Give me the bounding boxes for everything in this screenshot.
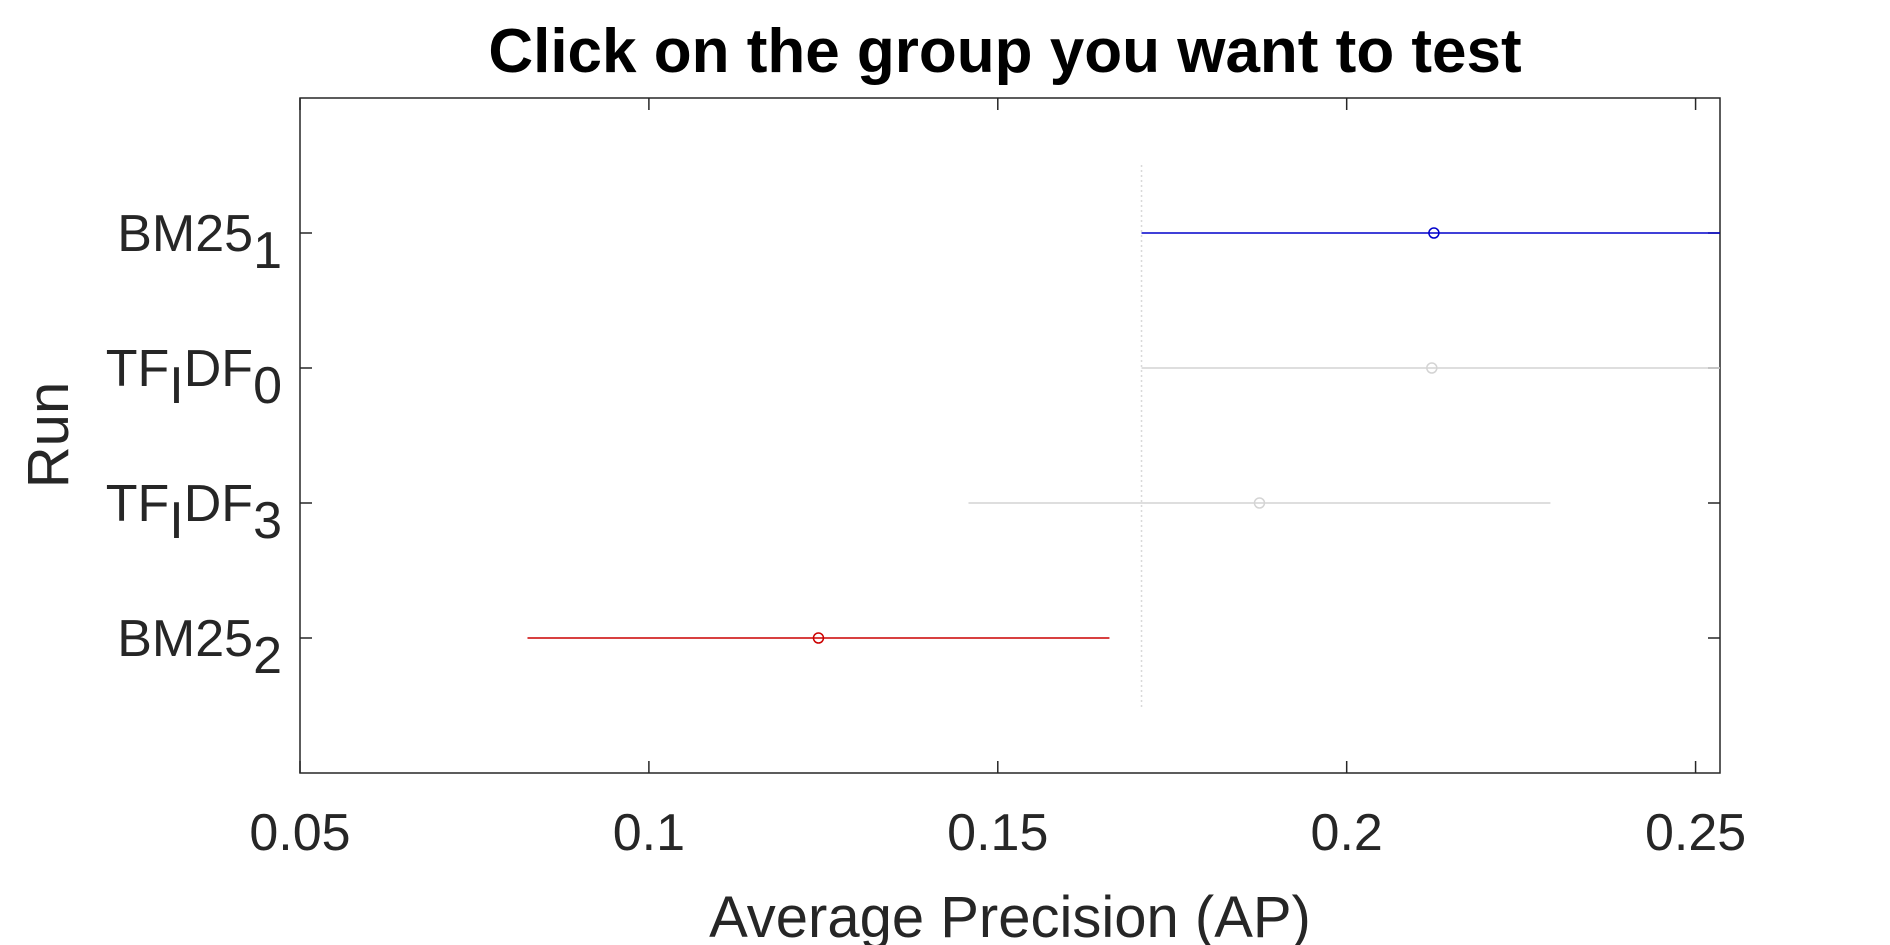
x-tick-label: 0.15 xyxy=(947,804,1048,862)
x-tick-label: 0.2 xyxy=(1311,804,1383,862)
y-tick-label-subscript: I xyxy=(169,357,183,415)
y-tick-label-text: DF xyxy=(184,475,253,533)
group-mean-marker[interactable] xyxy=(1426,362,1438,374)
y-tick-label-text: BM25 xyxy=(117,610,253,668)
comparison-group[interactable] xyxy=(1141,362,1720,374)
y-tick-label-subscript: 3 xyxy=(253,492,282,550)
comparison-group[interactable] xyxy=(1141,227,1720,239)
group-mean-marker[interactable] xyxy=(1253,497,1266,509)
y-tick-label: TFIDF0 xyxy=(106,340,282,415)
y-tick-label-subscript: I xyxy=(169,492,183,550)
y-tick-label-text: BM25 xyxy=(117,205,253,263)
x-tick-label: 0.05 xyxy=(249,804,350,862)
chart-title: Click on the group you want to test xyxy=(488,17,1521,86)
y-tick-label: BM252 xyxy=(117,610,282,685)
x-tick-label: 0.1 xyxy=(613,804,685,862)
y-axis-label: Run xyxy=(16,382,81,488)
x-tick-label: 0.25 xyxy=(1645,804,1746,862)
comparison-group[interactable] xyxy=(968,497,1551,509)
y-tick-label-text: TF xyxy=(106,475,170,533)
y-tick-label-text: DF xyxy=(184,340,253,398)
plot-area xyxy=(299,97,1721,774)
x-axis-label: Average Precision (AP) xyxy=(709,885,1311,945)
y-tick-label: TFIDF3 xyxy=(106,475,282,550)
y-tick-label-subscript: 2 xyxy=(253,627,282,685)
y-tick-label-subscript: 1 xyxy=(253,222,282,280)
y-tick-label-subscript: 0 xyxy=(253,357,282,415)
group-mean-marker[interactable] xyxy=(1428,227,1440,239)
y-tick-label: BM251 xyxy=(117,205,282,280)
x-axis-ticks: 0.05 0.1 0.15 0.2 0.25 xyxy=(249,98,1746,862)
group-mean-marker[interactable] xyxy=(812,632,825,644)
comparison-intervals[interactable] xyxy=(527,227,1720,644)
comparison-group[interactable] xyxy=(527,632,1110,644)
y-tick-label-text: TF xyxy=(106,340,170,398)
